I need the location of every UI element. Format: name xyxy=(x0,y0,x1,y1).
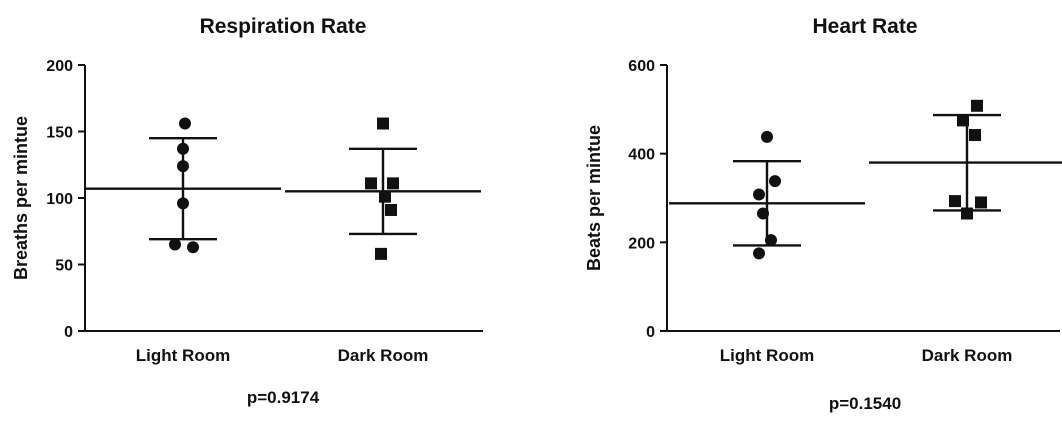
respiration-light-room-point-2 xyxy=(177,160,189,173)
heart-rate-y-tick-label-0: 0 xyxy=(646,324,655,341)
heart-rate-light-room-point-3 xyxy=(757,207,769,220)
respiration-light-room-point-5 xyxy=(187,241,199,254)
heart-rate-dark-room-point-3 xyxy=(949,195,961,208)
heart-rate-dark-room-point-1 xyxy=(957,114,969,127)
respiration-y-tick-label-1: 50 xyxy=(55,258,73,275)
heart-rate-light-room-point-4 xyxy=(765,234,777,247)
respiration-y-tick-label-0: 0 xyxy=(64,324,73,341)
heart-rate-light-room-point-2 xyxy=(753,188,765,201)
heart-rate-p-value: p=0.1540 xyxy=(829,394,901,413)
respiration-y-axis-label: Breaths per mintue xyxy=(11,116,31,280)
respiration-dark-room-point-0 xyxy=(377,117,389,130)
respiration-light-room-point-4 xyxy=(169,238,181,251)
respiration-y-ticks: 0 50 100 150 200 xyxy=(46,58,85,341)
heart-rate-dark-room-point-0 xyxy=(971,99,983,112)
respiration-y-tick-label-4: 200 xyxy=(46,58,73,75)
respiration-dark-room-point-1 xyxy=(365,177,377,190)
heart-rate-chart-title: Heart Rate xyxy=(812,15,917,38)
heart-rate-light-room-point-5 xyxy=(753,247,765,260)
heart-rate-dark-room-point-4 xyxy=(975,196,987,209)
heart-rate-light-room-point-0 xyxy=(761,130,773,143)
heart-rate-y-axis-label: Beats per mintue xyxy=(584,125,604,271)
respiration-category-light-room: Light Room xyxy=(136,346,230,365)
respiration-rate-panel: Respiration Rate Breaths per mintue 0 50 1… xyxy=(11,15,483,407)
heart-rate-dark-room-point-5 xyxy=(961,207,973,220)
respiration-category-dark-room: Dark Room xyxy=(338,346,429,365)
heart-rate-category-light-room: Light Room xyxy=(720,346,814,365)
heart-rate-y-tick-label-1: 200 xyxy=(628,235,655,252)
heart-rate-y-tick-label-3: 600 xyxy=(628,58,655,75)
respiration-y-tick-label-2: 100 xyxy=(46,191,73,208)
respiration-dark-room-point-4 xyxy=(385,203,397,216)
respiration-dark-room-point-3 xyxy=(379,190,391,203)
respiration-dark-room-point-5 xyxy=(375,247,387,260)
respiration-light-room-point-3 xyxy=(177,197,189,210)
heart-rate-light-room-point-1 xyxy=(769,175,781,188)
respiration-marks xyxy=(85,117,481,260)
heart-rate-marks xyxy=(669,99,1062,260)
respiration-dark-room-point-2 xyxy=(387,177,399,190)
heart-rate-dark-room-point-2 xyxy=(969,129,981,142)
respiration-y-tick-label-3: 150 xyxy=(46,125,73,142)
heart-rate-panel: Heart Rate Beats per mintue 0 200 400 600 L… xyxy=(584,15,1062,413)
respiration-chart-title: Respiration Rate xyxy=(200,15,367,38)
respiration-p-value: p=0.9174 xyxy=(247,388,320,407)
heart-rate-category-dark-room: Dark Room xyxy=(922,346,1013,365)
heart-rate-y-tick-label-2: 400 xyxy=(628,147,655,164)
heart-rate-y-ticks: 0 200 400 600 xyxy=(628,58,667,341)
respiration-light-room-point-0 xyxy=(179,117,191,130)
respiration-light-room-point-1 xyxy=(177,142,189,155)
